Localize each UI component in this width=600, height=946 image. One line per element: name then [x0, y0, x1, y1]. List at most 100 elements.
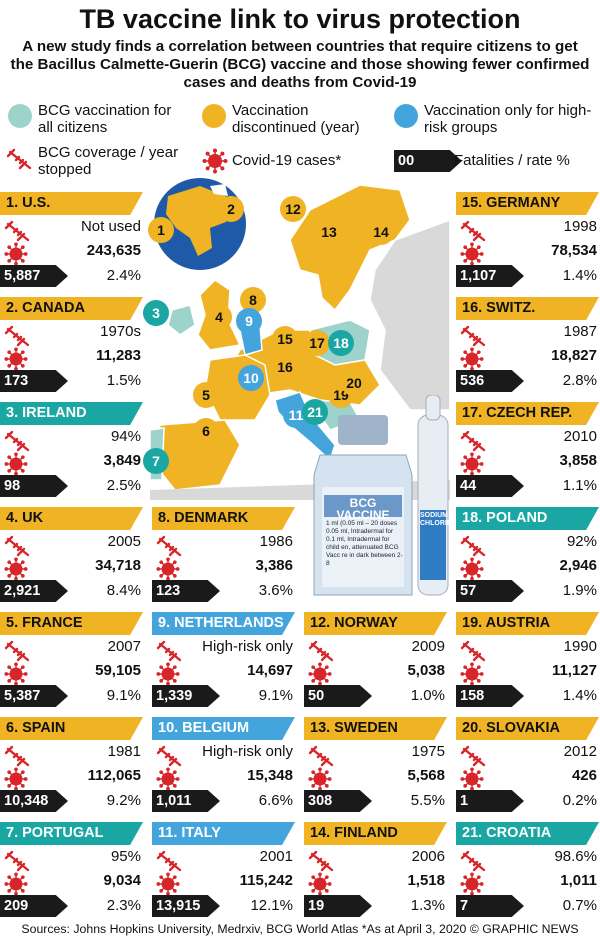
country-card: 17. CZECH REP. 2010 3,858 44 1.1%	[456, 402, 599, 500]
fatalities-count: 1	[456, 790, 524, 812]
coverage-year: 2012	[563, 743, 597, 760]
covid-cases: 112,065	[87, 767, 141, 784]
coverage-year: 2010	[563, 428, 597, 445]
legend-high-risk-label: Vaccination only for high-risk groups	[424, 102, 592, 136]
fatalities-count: 7	[456, 895, 524, 917]
covid-cases: 3,858	[559, 452, 597, 469]
syringe-icon	[460, 850, 486, 872]
legend-discontinued-label: Vaccination discontinued (year)	[232, 102, 360, 136]
virus-icon	[460, 767, 484, 791]
country-name: 15. GERMANY	[456, 192, 599, 215]
fatality-rate: 5.5%	[410, 792, 445, 809]
syringe-icon	[156, 850, 182, 872]
country-name: 12. NORWAY	[304, 612, 447, 635]
footer-sources: Sources: Johns Hopkins University, Medrx…	[21, 922, 579, 936]
covid-cases: 1,518	[407, 872, 445, 889]
map-number-12: 12	[280, 196, 306, 222]
covid-cases: 15,348	[247, 767, 293, 784]
fatalities-count: 1,011	[152, 790, 220, 812]
coverage-year: High-risk only	[202, 638, 293, 655]
covid-cases: 34,718	[95, 557, 141, 574]
coverage-year: 1975	[411, 743, 445, 760]
map-number-10: 10	[238, 365, 264, 391]
coverage-year: 1987	[563, 323, 597, 340]
country-card: 10. BELGIUM High-risk only 15,348 1,011 6.6%	[152, 717, 295, 815]
coverage-year: 98.6%	[554, 848, 597, 865]
legend-coverage-label: BCG coverage / year stopped	[38, 144, 179, 178]
country-card: 21. CROATIA 98.6% 1,011 7 0.7%	[456, 822, 599, 920]
fatality-rate: 9.1%	[258, 687, 293, 704]
fatality-rate: 2.8%	[562, 372, 597, 389]
virus-icon	[308, 662, 332, 686]
country-name: 16. SWITZ.	[456, 297, 599, 320]
country-card: 6. SPAIN 1981 112,065 10,348 9.2%	[0, 717, 143, 815]
syringe-icon	[308, 745, 334, 767]
country-card: 1. U.S. Not used 243,635 5,887 2.4%	[0, 192, 143, 290]
syringe-icon	[460, 430, 486, 452]
ireland-shape	[167, 304, 196, 336]
coverage-year: 1986	[259, 533, 293, 550]
fatalities-count: 98	[0, 475, 68, 497]
covid-cases: 243,635	[86, 242, 141, 259]
map-number-4: 4	[206, 304, 232, 330]
covid-cases: 59,105	[95, 662, 141, 679]
virus-icon	[156, 662, 180, 686]
covid-cases: 426	[571, 767, 597, 784]
country-card: 19. AUSTRIA 1990 11,127 158 1.4%	[456, 612, 599, 710]
fatalities-count: 123	[152, 580, 220, 602]
fatality-rate: 0.2%	[562, 792, 597, 809]
fatality-rate: 0.7%	[562, 897, 597, 914]
country-name: 10. BELGIUM	[152, 717, 295, 740]
fatality-rate: 1.4%	[562, 267, 597, 284]
virus-icon	[460, 662, 484, 686]
map-number-9: 9	[236, 308, 262, 334]
legend-high-risk-dot	[394, 104, 418, 128]
virus-icon	[4, 872, 28, 896]
covid-cases: 3,849	[103, 452, 141, 469]
map-number-1: 1	[148, 217, 174, 243]
coverage-year: 94%	[110, 428, 141, 445]
covid-cases: 5,568	[407, 767, 445, 784]
fatalities-count: 308	[304, 790, 372, 812]
covid-cases: 78,534	[551, 242, 597, 259]
country-name: 11. ITALY	[152, 822, 295, 845]
virus-icon	[308, 767, 332, 791]
legend: BCG vaccination for all citizens Vaccina…	[0, 100, 600, 180]
map-number-18: 18	[328, 330, 354, 356]
syringe-icon	[156, 535, 182, 557]
fatalities-count: 44	[456, 475, 524, 497]
country-name: 13. SWEDEN	[304, 717, 447, 740]
syringe-icon	[4, 220, 30, 242]
virus-icon	[4, 242, 28, 266]
virus-icon	[460, 242, 484, 266]
country-name: 19. AUSTRIA	[456, 612, 599, 635]
syringe-icon	[156, 745, 182, 767]
map-number-17: 17	[304, 330, 330, 356]
virus-icon	[4, 452, 28, 476]
coverage-year: 2009	[411, 638, 445, 655]
country-card: 8. DENMARK 1986 3,386 123 3.6%	[152, 507, 295, 605]
country-card: 3. IRELAND 94% 3,849 98 2.5%	[0, 402, 143, 500]
vial-label: BCG VACCINE	[336, 496, 390, 522]
fatality-rate: 1.0%	[410, 687, 445, 704]
virus-icon	[156, 872, 180, 896]
covid-cases: 3,386	[255, 557, 293, 574]
scandinavia-shape	[289, 184, 411, 312]
fatality-rate: 9.1%	[106, 687, 141, 704]
legend-cases-label: Covid-19 cases*	[232, 152, 342, 169]
fatalities-count: 173	[0, 370, 68, 392]
country-name: 6. SPAIN	[0, 717, 143, 740]
syringe-icon	[460, 325, 486, 347]
legend-all-dot	[8, 104, 32, 128]
syringe-icon	[460, 745, 486, 767]
virus-icon	[460, 557, 484, 581]
fatalities-count: 1,339	[152, 685, 220, 707]
fatalities-count: 158	[456, 685, 524, 707]
fatality-rate: 3.6%	[258, 582, 293, 599]
covid-cases: 1,011	[560, 872, 597, 889]
syringe-icon	[4, 325, 30, 347]
country-name: 3. IRELAND	[0, 402, 143, 425]
map-number-13: 13	[316, 219, 342, 245]
fatality-rate: 1.3%	[410, 897, 445, 914]
country-card: 15. GERMANY 1998 78,534 1,107 1.4%	[456, 192, 599, 290]
